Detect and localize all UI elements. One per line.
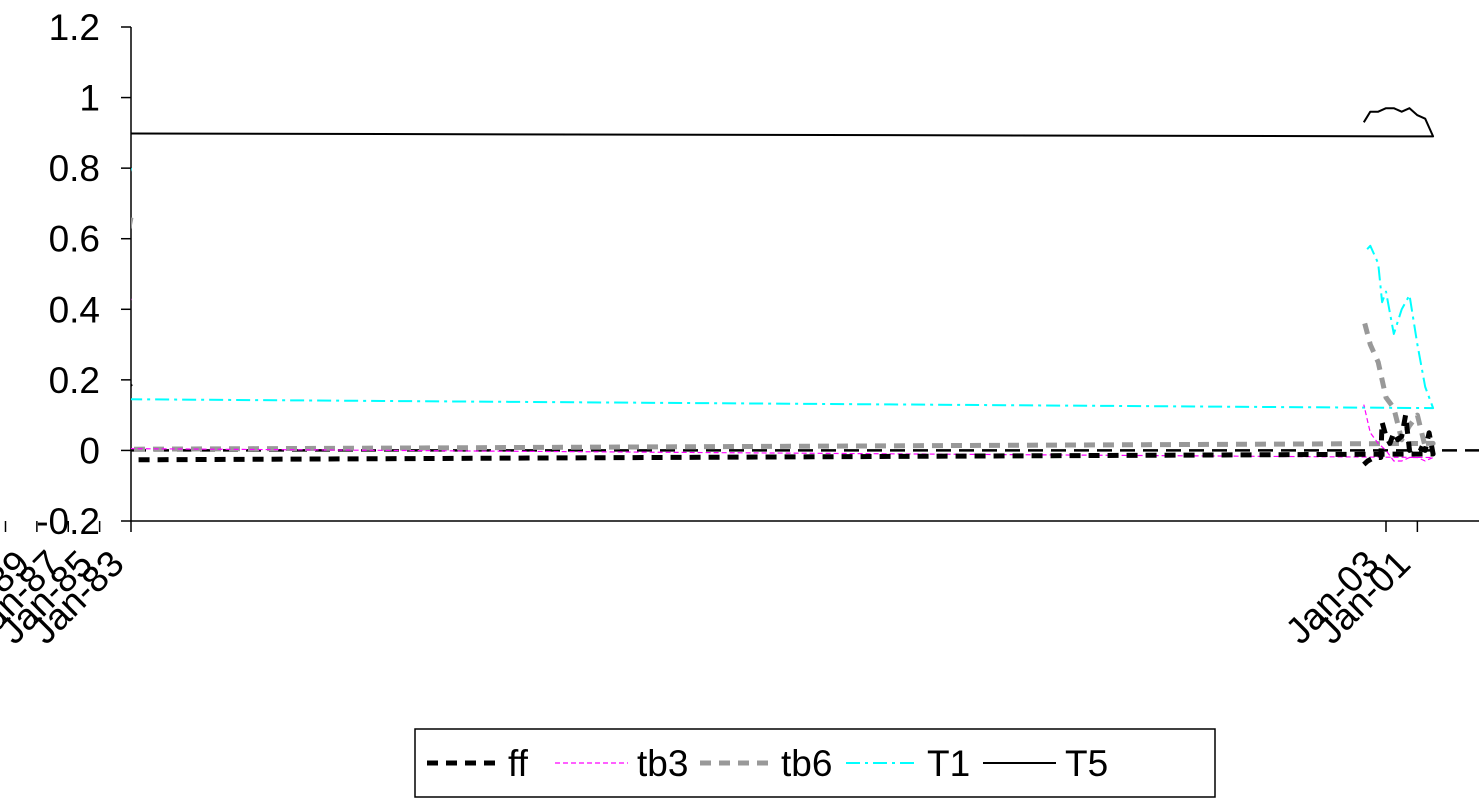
legend-label-ff: ff — [508, 743, 529, 784]
y-tick-label: 0.8 — [49, 148, 100, 189]
series-line-T5 — [131, 107, 1435, 138]
legend-box — [414, 728, 1216, 798]
y-tick-label: 0.6 — [49, 219, 100, 260]
y-tick-label: 0.2 — [49, 360, 100, 401]
series-line-ff — [131, 383, 1436, 467]
y-tick-label: 0.4 — [49, 289, 100, 330]
legend-label-tb6: tb6 — [781, 743, 832, 784]
series-layer — [131, 107, 1436, 467]
legend: ff tb3 tb6 T1 T5 — [414, 728, 1216, 798]
y-tick-label: 1 — [79, 78, 100, 119]
y-tick-label: 0 — [79, 430, 100, 471]
series-line-tb6 — [131, 217, 1436, 452]
legend-label-T1: T1 — [927, 743, 970, 784]
series-line-T1 — [131, 168, 1435, 410]
legend-label-T5: T5 — [1065, 743, 1108, 784]
axes: 1.210.80.60.40.20-0.2Jan-83Jan-85Jan-87J… — [0, 7, 1479, 652]
y-tick-label: 1.2 — [49, 7, 100, 48]
series-line-tb3 — [131, 298, 1434, 462]
legend-label-tb3: tb3 — [637, 743, 688, 784]
